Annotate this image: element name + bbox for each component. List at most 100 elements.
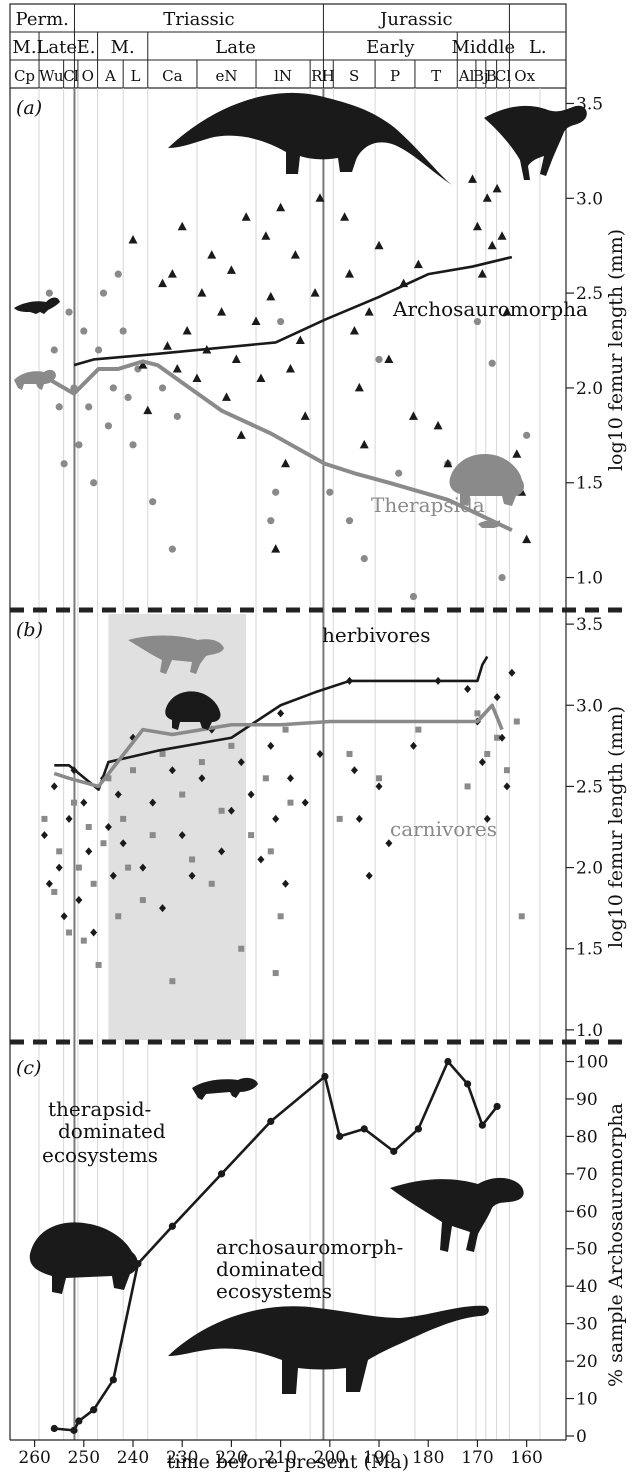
x-tick-label: 240 [117, 1448, 149, 1468]
x-tick-label: 160 [510, 1448, 542, 1468]
herbivore-point [316, 749, 324, 758]
carnivore-point [272, 970, 279, 977]
percent-point [414, 1125, 422, 1133]
carnivore-point [90, 880, 97, 887]
dicynodont-silhouette-c [29, 1222, 138, 1294]
period-label: Triassic [163, 9, 234, 30]
herbivore-point [45, 879, 53, 888]
panel-c: 0 10 20 30 40 50 60 70 80 90 100 (c) % sample Archos… [16, 1052, 627, 1447]
carnivore-point [80, 937, 87, 944]
y-tick-label: 2.5 [576, 777, 603, 797]
carnivore-point [130, 767, 137, 774]
carnivore-point [169, 978, 176, 985]
carnivore-point [66, 929, 73, 936]
y-tick-label: 40 [576, 1277, 598, 1297]
ecosystem-annotation: dominated [216, 1257, 324, 1281]
archosaur-point [413, 259, 423, 269]
therapsid-small-silhouette-a [14, 369, 56, 390]
therapsid-point [75, 441, 83, 449]
carnivore-point [115, 913, 122, 920]
period-label: Jurassic [378, 9, 452, 30]
herbivore-point [159, 904, 167, 913]
archosaur-point [443, 458, 453, 468]
herbivore-point [80, 798, 88, 807]
archosaur-point [315, 193, 325, 202]
herbivore-point [409, 741, 417, 750]
epoch-label: M. [111, 37, 135, 58]
stage-label: Ca [162, 67, 182, 85]
panel-b: 1.0 1.5 2.0 2.5 3.0 3.5 (b) log10 femur length … [16, 615, 627, 1041]
carnivore-point [218, 807, 225, 814]
archosaur-point [128, 235, 138, 244]
stage-label: Al [458, 67, 475, 85]
carnivore-point [228, 742, 235, 749]
therapsid-point [104, 422, 113, 430]
percent-point [50, 1424, 58, 1433]
carnivore-point [85, 824, 92, 830]
therapsid-point [90, 479, 98, 487]
carnivore-point [262, 775, 269, 782]
archosaur-point [300, 411, 310, 420]
herbivore-point [55, 863, 63, 872]
carnivores-line [53, 703, 504, 789]
carnivore-point [56, 848, 63, 855]
herbivore-point [301, 798, 309, 807]
y-tick-label: 70 [576, 1165, 598, 1185]
therapsid-point [345, 517, 354, 525]
y-tick-label: 1.0 [576, 1021, 603, 1041]
herbivore-point [286, 774, 294, 783]
therapsid-point [109, 384, 117, 392]
carnivore-point [125, 864, 132, 871]
herbivore-point [60, 912, 68, 921]
stage-label: Cp [14, 67, 35, 85]
archosaur-point [221, 392, 231, 401]
stage-label: L [130, 67, 140, 85]
ecosystem-annotation: ecosystems [216, 1279, 332, 1303]
stage-label: P [390, 67, 400, 85]
y-tick-label: 0 [576, 1427, 587, 1447]
therapsid-point [65, 308, 73, 316]
epoch-label: L. [529, 37, 547, 58]
herbivore-point [198, 774, 206, 783]
carnivore-point [51, 888, 58, 895]
panel-label: (a) [16, 97, 42, 119]
herbivore-point [75, 896, 83, 905]
panel-a: 1.01.52.02.53.03.5(a)log10 femur length … [16, 94, 627, 601]
percent-point [493, 1102, 501, 1111]
therapsid-point [498, 573, 506, 582]
stage-label: O [82, 67, 94, 85]
archosaur-point [477, 269, 487, 278]
cynodont-silhouette-c [192, 1077, 258, 1100]
herbivore-point [109, 871, 117, 880]
stage-label: T [431, 67, 441, 85]
therapsida-line [43, 359, 513, 532]
herbivore-point [503, 782, 511, 791]
stage-label: C [63, 67, 74, 85]
herbivore-point [188, 871, 196, 880]
mammaliaform-tiny-silhouette-a [478, 520, 500, 528]
archosaur-point [276, 202, 286, 212]
herbivore-point [50, 782, 58, 791]
carnivore-point [464, 783, 471, 790]
herbivore-point [282, 879, 290, 888]
ecosystem-annotation: therapsid- [48, 1097, 151, 1121]
therapsid-point [473, 317, 482, 326]
carnivore-point [415, 726, 422, 733]
archosaur-point [256, 373, 266, 382]
theropod-silhouette-c [390, 1177, 524, 1252]
archosaur-point [162, 341, 172, 350]
carnivore-point [208, 880, 215, 887]
carnivore-point [267, 848, 274, 855]
percent-point [360, 1125, 368, 1133]
carnivore-point [484, 750, 491, 757]
y-tick-label: 2.0 [576, 379, 603, 399]
archosaur-point [241, 212, 251, 221]
archosaur-point [158, 278, 168, 288]
archosaur-point [167, 269, 177, 278]
y-tick-label: 50 [576, 1240, 598, 1260]
x-tick-label: 180 [412, 1448, 444, 1468]
therapsid-point [523, 431, 531, 439]
herbivore-point [498, 733, 506, 742]
archosauromorpha-label: Archosauromorpha [392, 297, 588, 321]
